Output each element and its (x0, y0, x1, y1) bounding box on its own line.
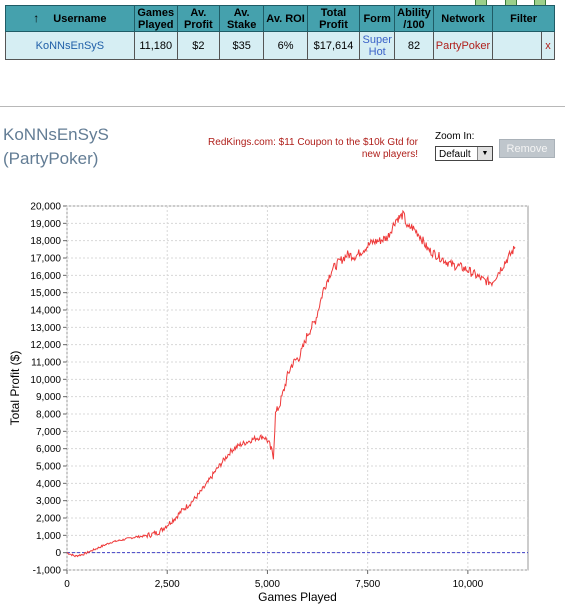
header-network[interactable]: Network (432, 5, 494, 32)
x-tick-label: 5,000 (255, 579, 280, 590)
games-cell: 11,180 (133, 31, 178, 60)
header-avstake[interactable]: Av. Stake (219, 5, 265, 32)
profit-series-line (66, 209, 516, 558)
player-stats-table: ↑ Username Games Played Av. Profit Av. Stake Av.… (5, 5, 555, 60)
sort-arrow-icon[interactable]: ↑ (33, 11, 40, 25)
table-header-row: ↑ Username Games Played Av. Profit Av. Stake Av.… (5, 5, 555, 32)
header-label: Stake (226, 18, 257, 31)
header-label: Filter (510, 12, 538, 25)
promo-line-1: RedKings.com: $11 Coupon to the $10k Gtd… (208, 137, 418, 148)
player-network: (PartyPoker) (3, 149, 99, 168)
y-tick-label: 17,000 (30, 254, 61, 265)
header-ability[interactable]: Ability/100 (394, 5, 434, 32)
promo-line-2: new players! (361, 149, 418, 160)
header-label: Form (363, 12, 391, 25)
zoom-select[interactable]: Default ▼ (435, 146, 493, 161)
x-axis-label: Games Played (258, 590, 337, 604)
header-label: Total (320, 6, 347, 19)
header-filter[interactable]: Filter (492, 5, 555, 32)
header-label: Ability (397, 6, 431, 19)
header-label: Username (53, 13, 107, 25)
y-tick-label: 0 (55, 548, 61, 559)
player-name: KoNNsEnSyS (3, 125, 109, 144)
y-tick-label: 4,000 (36, 479, 61, 490)
y-tick-label: 20,000 (30, 202, 61, 213)
header-username[interactable]: ↑ Username (5, 5, 135, 32)
header-avroi[interactable]: Av. ROI (263, 5, 308, 32)
header-label: Av. ROI (266, 12, 305, 25)
network-cell: PartyPoker (432, 31, 494, 60)
toolbar-icons (470, 0, 570, 6)
y-axis-label: Total Profit ($) (8, 351, 22, 426)
form-cell[interactable]: Super Hot (359, 31, 396, 60)
y-tick-label: 15,000 (30, 288, 61, 299)
y-tick-label: 11,000 (31, 358, 61, 369)
promo-link[interactable]: RedKings.com: $11 Coupon to the $10k Gtd… (190, 137, 418, 161)
x-tick-label: 0 (64, 579, 70, 590)
username-cell[interactable]: KoNNsEnSyS (5, 31, 135, 60)
header-label: Av. (190, 6, 207, 19)
avstake-cell: $35 (219, 31, 265, 60)
remove-button[interactable]: Remove (499, 139, 555, 158)
header-label: Profit (319, 18, 348, 31)
avprofit-cell: $2 (176, 31, 221, 60)
y-tick-label: -1,000 (33, 566, 62, 577)
remove-row-icon[interactable]: x (541, 31, 555, 60)
divider (0, 106, 565, 107)
chevron-down-icon[interactable]: ▼ (477, 147, 492, 160)
header-label: Av. (233, 6, 250, 19)
y-tick-label: 18,000 (30, 236, 61, 247)
y-tick-label: 9,000 (36, 392, 61, 403)
avroi-cell: 6% (263, 31, 308, 60)
y-tick-label: 12,000 (30, 340, 61, 351)
form-line-1: Super (362, 33, 392, 46)
x-tick-label: 2,500 (155, 579, 180, 590)
plot-area (66, 205, 529, 571)
header-label: Network (441, 12, 485, 25)
y-tick-label: 5,000 (36, 462, 61, 473)
header-label: Played (138, 18, 174, 31)
profit-chart: -1,00001,0002,0003,0004,0005,0006,0007,0… (8, 202, 529, 604)
y-tick-label: 14,000 (30, 306, 61, 317)
chart-icon[interactable] (475, 0, 487, 6)
header-label: Profit (183, 18, 213, 31)
x-tick-label: 10,000 (453, 579, 484, 590)
header-games[interactable]: Games Played (133, 5, 178, 32)
header-form[interactable]: Form (359, 5, 396, 32)
y-tick-label: 13,000 (30, 323, 61, 334)
y-tick-label: 8,000 (36, 410, 61, 421)
zoom-label: Zoom In: (435, 131, 475, 142)
zoom-selected-value: Default (439, 149, 471, 160)
header-avprofit[interactable]: Av. Profit (176, 5, 221, 32)
header-label: Games (137, 6, 175, 19)
header-total[interactable]: Total Profit (306, 5, 361, 32)
x-tick-label: 7,500 (355, 579, 380, 590)
y-tick-label: 7,000 (36, 427, 61, 438)
y-tick-label: 1,000 (36, 531, 61, 542)
y-tick-label: 19,000 (30, 219, 61, 230)
table-row[interactable]: KoNNsEnSyS 11,180 $2 $35 6% $17,614 Supe… (5, 31, 555, 60)
filter-cell[interactable] (492, 31, 543, 60)
export-icon[interactable] (505, 0, 517, 6)
alert-icon[interactable] (534, 0, 546, 6)
y-tick-label: 3,000 (36, 496, 61, 507)
y-tick-label: 10,000 (30, 375, 61, 386)
total-profit-cell: $17,614 (306, 31, 361, 60)
y-tick-label: 6,000 (36, 444, 61, 455)
y-tick-label: 2,000 (36, 514, 61, 525)
header-label: /100 (403, 18, 425, 31)
form-line-2: Hot (368, 45, 386, 58)
y-tick-label: 16,000 (30, 271, 61, 282)
ability-cell: 82 (394, 31, 434, 60)
